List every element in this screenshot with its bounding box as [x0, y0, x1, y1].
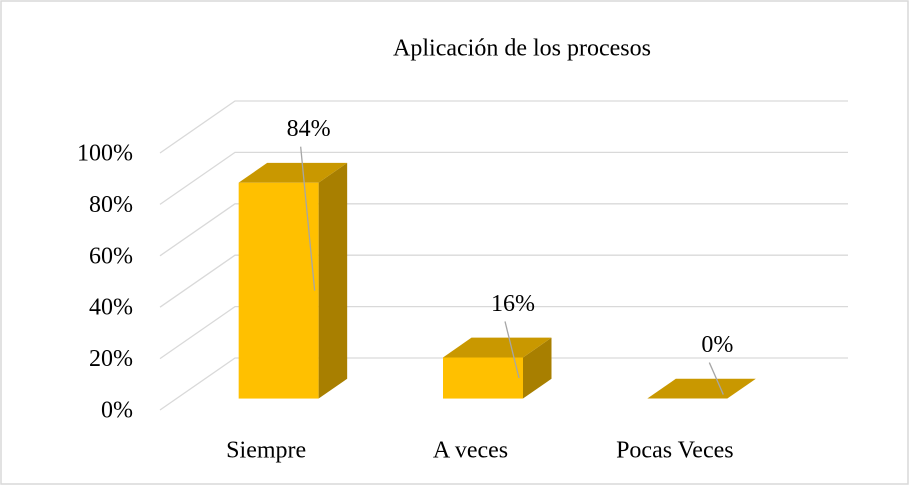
data-label: 16% — [491, 291, 535, 317]
chart-title: Aplicación de los procesos — [393, 36, 651, 62]
bar-front — [443, 357, 523, 399]
y-tick-label: 20% — [89, 346, 133, 372]
data-label: 84% — [287, 116, 331, 142]
y-tick-label: 60% — [89, 243, 133, 269]
x-tick-label: Pocas Veces — [616, 438, 734, 464]
leader-line — [708, 362, 724, 395]
x-tick-label: Siempre — [226, 438, 306, 464]
x-tick-label: A veces — [433, 438, 508, 464]
grid-line — [159, 254, 848, 308]
leader-line — [300, 146, 316, 291]
y-tick-label: 80% — [89, 192, 133, 218]
leader-line — [504, 321, 520, 379]
bar-top — [647, 378, 756, 399]
bar-top — [443, 337, 552, 358]
bar-side — [523, 337, 552, 399]
bar-side — [318, 162, 348, 399]
bar-front — [238, 182, 319, 399]
grid-line — [159, 305, 848, 360]
bar-top — [238, 162, 348, 183]
data-label: 0% — [701, 332, 733, 358]
y-tick-label: 0% — [101, 398, 133, 424]
grid-line — [159, 357, 848, 411]
grid-line — [159, 203, 848, 257]
grid-line — [159, 100, 848, 154]
y-tick-label: 40% — [89, 295, 133, 321]
grid-line — [159, 151, 848, 205]
y-tick-label: 100% — [77, 141, 133, 167]
